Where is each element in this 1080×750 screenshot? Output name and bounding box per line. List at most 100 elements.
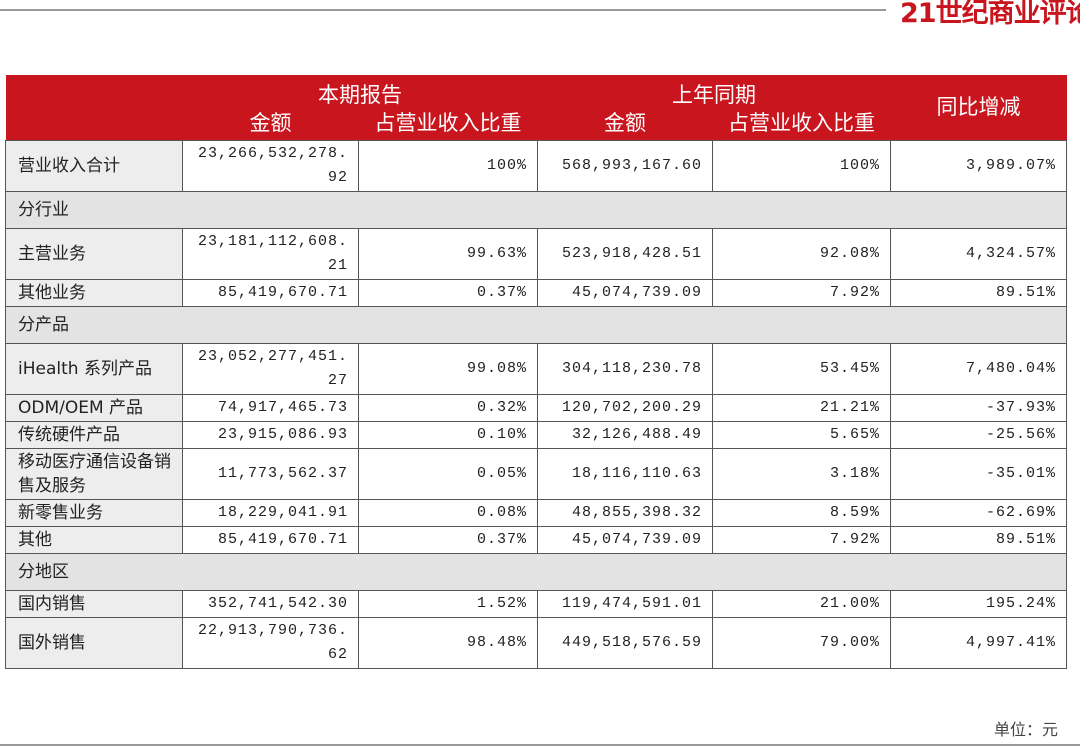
row-label: 传统硬件产品 — [5, 420, 183, 449]
cell: 3.18% — [712, 447, 891, 500]
cell: -35.01% — [890, 447, 1067, 500]
row-label: 其他业务 — [5, 278, 183, 307]
section-row: 分行业 — [5, 190, 1067, 229]
header-sub: 金额 — [182, 109, 359, 140]
cell: 92.08% — [712, 227, 891, 280]
cell: 85,419,670.71 — [182, 278, 359, 307]
data-row: 移动医疗通信设备销售及服务 11,773,562.37 0.05% 18,116,11… — [5, 447, 1067, 500]
cell: 21.00% — [712, 589, 891, 618]
data-row: 国外销售 22,913,790,736.62 98.48% 449,518,576.5… — [5, 616, 1067, 669]
row-label: 主营业务 — [5, 227, 183, 280]
cell: 1.52% — [358, 589, 538, 618]
cell: 98.48% — [358, 616, 538, 669]
cell: 7,480.04% — [890, 342, 1067, 395]
cell: 195.24% — [890, 589, 1067, 618]
cell: 22,913,790,736.62 — [182, 616, 359, 669]
cell: 18,229,041.91 — [182, 498, 359, 527]
cell: -37.93% — [890, 393, 1067, 422]
cell: 23,181,112,608.21 — [182, 227, 359, 280]
data-row: 国内销售 352,741,542.30 1.52% 119,474,591.01 21.… — [5, 589, 1067, 618]
cell: 5.65% — [712, 420, 891, 449]
cell: 0.05% — [358, 447, 538, 500]
cell: 89.51% — [890, 278, 1067, 307]
cell: 45,074,739.09 — [537, 525, 713, 554]
header-blank — [5, 75, 183, 140]
header-row: 本期报告 上年同期 同比增减 — [5, 75, 1067, 140]
cell: 100% — [358, 139, 538, 192]
section-row: 分产品 — [5, 305, 1067, 344]
header-sub: 金额 — [537, 109, 713, 140]
row-label: 国内销售 — [5, 589, 183, 618]
cell: 7.92% — [712, 278, 891, 307]
cell: 48,855,398.32 — [537, 498, 713, 527]
cell: 32,126,488.49 — [537, 420, 713, 449]
cell: 523,918,428.51 — [537, 227, 713, 280]
cell: 23,266,532,278.92 — [182, 139, 359, 192]
cell: 23,915,086.93 — [182, 420, 359, 449]
cell: 99.08% — [358, 342, 538, 395]
cell: 0.32% — [358, 393, 538, 422]
section-row: 分地区 — [5, 552, 1067, 591]
cell: -25.56% — [890, 420, 1067, 449]
row-label: iHealth 系列产品 — [5, 342, 183, 395]
cell: 89.51% — [890, 525, 1067, 554]
data-row: 主营业务 23,181,112,608.21 99.63% 523,918,428.5… — [5, 227, 1067, 280]
cell: 0.10% — [358, 420, 538, 449]
row-label: 营业收入合计 — [5, 139, 183, 192]
cell: 45,074,739.09 — [537, 278, 713, 307]
cell: 100% — [712, 139, 891, 192]
row-label: ODM/OEM 产品 — [5, 393, 183, 422]
bottom-rule — [0, 744, 1080, 746]
cell: 53.45% — [712, 342, 891, 395]
cell: 4,324.57% — [890, 227, 1067, 280]
cell: 0.37% — [358, 278, 538, 307]
data-row: 其他业务 85,419,670.71 0.37% 45,074,739.09 7.92%… — [5, 278, 1067, 307]
cell: 85,419,670.71 — [182, 525, 359, 554]
data-row: ODM/OEM 产品 74,917,465.73 0.32% 120,702,200.… — [5, 393, 1067, 422]
row-label: 国外销售 — [5, 616, 183, 669]
row-label: 新零售业务 — [5, 498, 183, 527]
row-label: 移动医疗通信设备销售及服务 — [5, 447, 183, 500]
section-label: 分产品 — [5, 305, 1067, 344]
brand-logo: 21世纪商业评论 — [900, 0, 1080, 29]
data-row: 营业收入合计 23,266,532,278.92 100% 568,993,167.6… — [5, 139, 1067, 192]
header-group: 本期报告 — [182, 75, 538, 109]
cell: 21.21% — [712, 393, 891, 422]
header-sub: 占营业收入比重 — [358, 109, 538, 140]
cell: 352,741,542.30 — [182, 589, 359, 618]
cell: 568,993,167.60 — [537, 139, 713, 192]
cell: 8.59% — [712, 498, 891, 527]
row-label: 其他 — [5, 525, 183, 554]
header-sub: 占营业收入比重 — [712, 109, 891, 140]
section-label: 分行业 — [5, 190, 1067, 229]
cell: 449,518,576.59 — [537, 616, 713, 669]
data-row: iHealth 系列产品 23,052,277,451.27 99.08% 304,1… — [5, 342, 1067, 395]
cell: 7.92% — [712, 525, 891, 554]
table-body: 营业收入合计 23,266,532,278.92 100% 568,993,167.6… — [5, 139, 1067, 669]
table-header: 本期报告 上年同期 同比增减 金额 占营业收入比重 金额 占营业收入比重 — [5, 75, 1067, 140]
cell: 74,917,465.73 — [182, 393, 359, 422]
cell: 0.08% — [358, 498, 538, 527]
top-rule — [0, 9, 886, 11]
cell: 23,052,277,451.27 — [182, 342, 359, 395]
cell: -62.69% — [890, 498, 1067, 527]
cell: 120,702,200.29 — [537, 393, 713, 422]
cell: 18,116,110.63 — [537, 447, 713, 500]
cell: 99.63% — [358, 227, 538, 280]
cell: 4,997.41% — [890, 616, 1067, 669]
header-group: 上年同期 — [537, 75, 891, 109]
cell: 3,989.07% — [890, 139, 1067, 192]
header-row: 金额 占营业收入比重 金额 占营业收入比重 — [6, 109, 1067, 140]
cell: 0.37% — [358, 525, 538, 554]
unit-note: 单位：元 — [993, 720, 1058, 739]
cell: 119,474,591.01 — [537, 589, 713, 618]
header-change: 同比增减 — [890, 75, 1067, 140]
data-row: 其他 85,419,670.71 0.37% 45,074,739.09 7.92% 89… — [5, 525, 1067, 554]
data-row: 新零售业务 18,229,041.91 0.08% 48,855,398.32 8.59… — [5, 498, 1067, 527]
data-row: 传统硬件产品 23,915,086.93 0.10% 32,126,488.49 5.6… — [5, 420, 1067, 449]
revenue-table: 本期报告 上年同期 同比增减 金额 占营业收入比重 金额 占营业收入比重 营业收… — [5, 75, 1067, 669]
cell: 79.00% — [712, 616, 891, 669]
cell: 304,118,230.78 — [537, 342, 713, 395]
section-label: 分地区 — [5, 552, 1067, 591]
